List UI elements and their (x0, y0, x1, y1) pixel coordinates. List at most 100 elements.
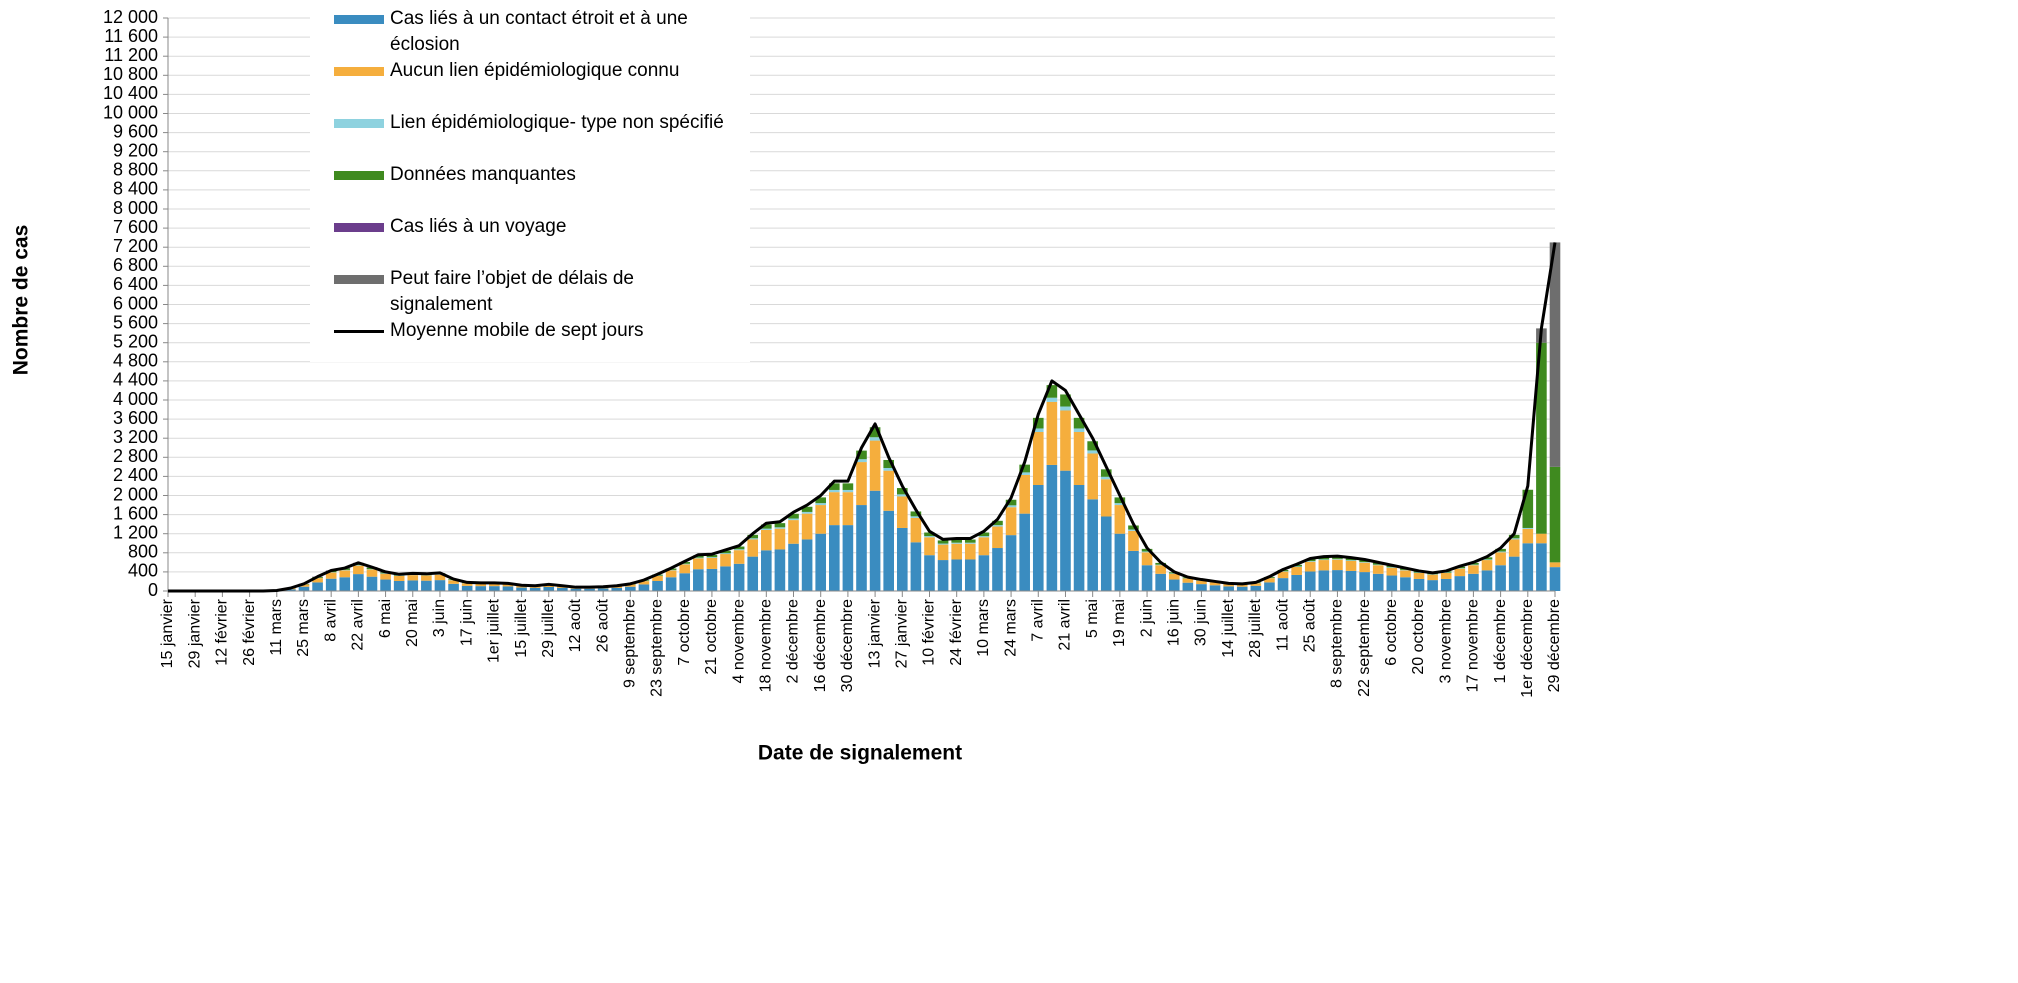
y-tick-label: 0 (148, 580, 158, 600)
x-tick-label: 30 décembre (839, 599, 856, 692)
bar-segment (1508, 538, 1520, 540)
bar-segment (1549, 242, 1561, 467)
bar-segment (1114, 503, 1126, 506)
bar-segment (665, 577, 677, 591)
x-tick-label: 8 septembre (1329, 599, 1346, 688)
legend-swatch (334, 171, 384, 180)
y-tick-label: 800 (128, 542, 158, 562)
y-tick-label: 2 800 (113, 446, 158, 466)
bar-segment (489, 583, 500, 587)
x-tick-label: 19 mai (1111, 599, 1128, 647)
x-tick-label: 10 mars (975, 599, 992, 657)
bar-segment (475, 586, 487, 591)
bar-segment (1141, 552, 1153, 566)
bar-segment (1332, 558, 1343, 560)
bar-segment (652, 575, 663, 581)
bar-segment (380, 579, 391, 591)
bar-segment (883, 459, 894, 468)
bar-segment (1032, 484, 1044, 591)
legend-swatch (334, 330, 384, 333)
x-tick-label: 22 avril (350, 599, 367, 651)
bar-segment (1046, 401, 1058, 465)
bar-segment (1223, 584, 1234, 587)
x-tick-label: 5 mai (1084, 599, 1101, 638)
bar-segment (788, 518, 799, 521)
bar-segment (992, 548, 1003, 591)
bar-segment (937, 544, 949, 561)
bar-segment (788, 520, 799, 544)
bar-segment (1005, 505, 1017, 508)
y-tick-label: 1 600 (113, 503, 158, 523)
bar-segment (1508, 539, 1520, 557)
bar-segment (1304, 561, 1316, 562)
bar-segment (1359, 562, 1370, 563)
bar-segment (1481, 560, 1493, 571)
bar-segment (1196, 584, 1207, 591)
bar-segment (1005, 499, 1017, 506)
bar-segment (1427, 580, 1438, 591)
bar-segment (964, 539, 976, 543)
bar-segment (597, 588, 609, 591)
bar-segment (951, 539, 962, 543)
bar-segment (1291, 566, 1302, 575)
bar-segment (1332, 556, 1343, 559)
x-tick-label: 12 février (214, 598, 231, 665)
y-tick-label: 8 000 (113, 198, 158, 218)
y-tick-label: 5 200 (113, 331, 158, 351)
bar-segment (937, 543, 949, 545)
y-tick-label: 9 200 (113, 140, 158, 160)
bar-segment (829, 492, 840, 526)
x-tick-label: 20 octobre (1410, 599, 1427, 675)
bar-segment (1291, 574, 1302, 591)
bar-segment (829, 489, 840, 493)
bar-segment (1481, 570, 1493, 591)
bar-segment (1481, 557, 1493, 560)
bar-segment (856, 450, 867, 460)
y-tick-label: 2 400 (113, 465, 158, 485)
bar-segment (883, 470, 894, 511)
bar-segment (353, 565, 364, 575)
bar-segment (325, 578, 337, 591)
y-tick-label: 8 400 (113, 179, 158, 199)
x-tick-label: 29 décembre (1546, 599, 1563, 692)
bar-segment (869, 490, 881, 591)
y-tick-label: 2 000 (113, 484, 158, 504)
bar-segment (570, 588, 582, 591)
bar-segment (1100, 476, 1112, 480)
bar-segment (883, 467, 894, 471)
bar-segment (1128, 525, 1139, 530)
bar-segment (801, 511, 813, 514)
bar-segment (924, 536, 935, 538)
bar-segment (1019, 474, 1030, 514)
x-tick-label: 21 avril (1057, 599, 1074, 651)
bar-segment (393, 575, 405, 581)
x-tick-label: 26 août (594, 598, 611, 652)
y-tick-label: 6 400 (113, 274, 158, 294)
bar-segment (1522, 528, 1534, 544)
bar-segment (1032, 417, 1044, 429)
x-tick-label: 25 mars (295, 599, 312, 657)
bar-segment (1495, 551, 1506, 553)
legend-label: Cas liés à un voyage (390, 216, 567, 237)
bar-segment (543, 586, 555, 591)
bar-segment (543, 584, 555, 587)
x-tick-label: 21 octobre (703, 599, 720, 675)
bar-segment (774, 528, 786, 550)
x-tick-label: 1er décembre (1519, 599, 1536, 698)
bar-segment (611, 587, 623, 591)
bar-segment (693, 558, 704, 570)
bar-segment (978, 532, 990, 537)
bar-segment (1304, 561, 1316, 572)
bar-segment (801, 539, 813, 591)
legend-swatch (334, 67, 384, 76)
bar-segment (924, 555, 935, 591)
bar-segment (421, 575, 432, 581)
x-tick-label: 23 septembre (649, 599, 666, 697)
bar-segment (720, 553, 731, 555)
bar-segment (421, 580, 432, 591)
bar-segment (720, 554, 731, 567)
bar-segment (1345, 560, 1357, 561)
x-tick-label: 27 janvier (894, 598, 911, 668)
bar-segment (1318, 559, 1330, 561)
bar-segment (815, 505, 827, 534)
